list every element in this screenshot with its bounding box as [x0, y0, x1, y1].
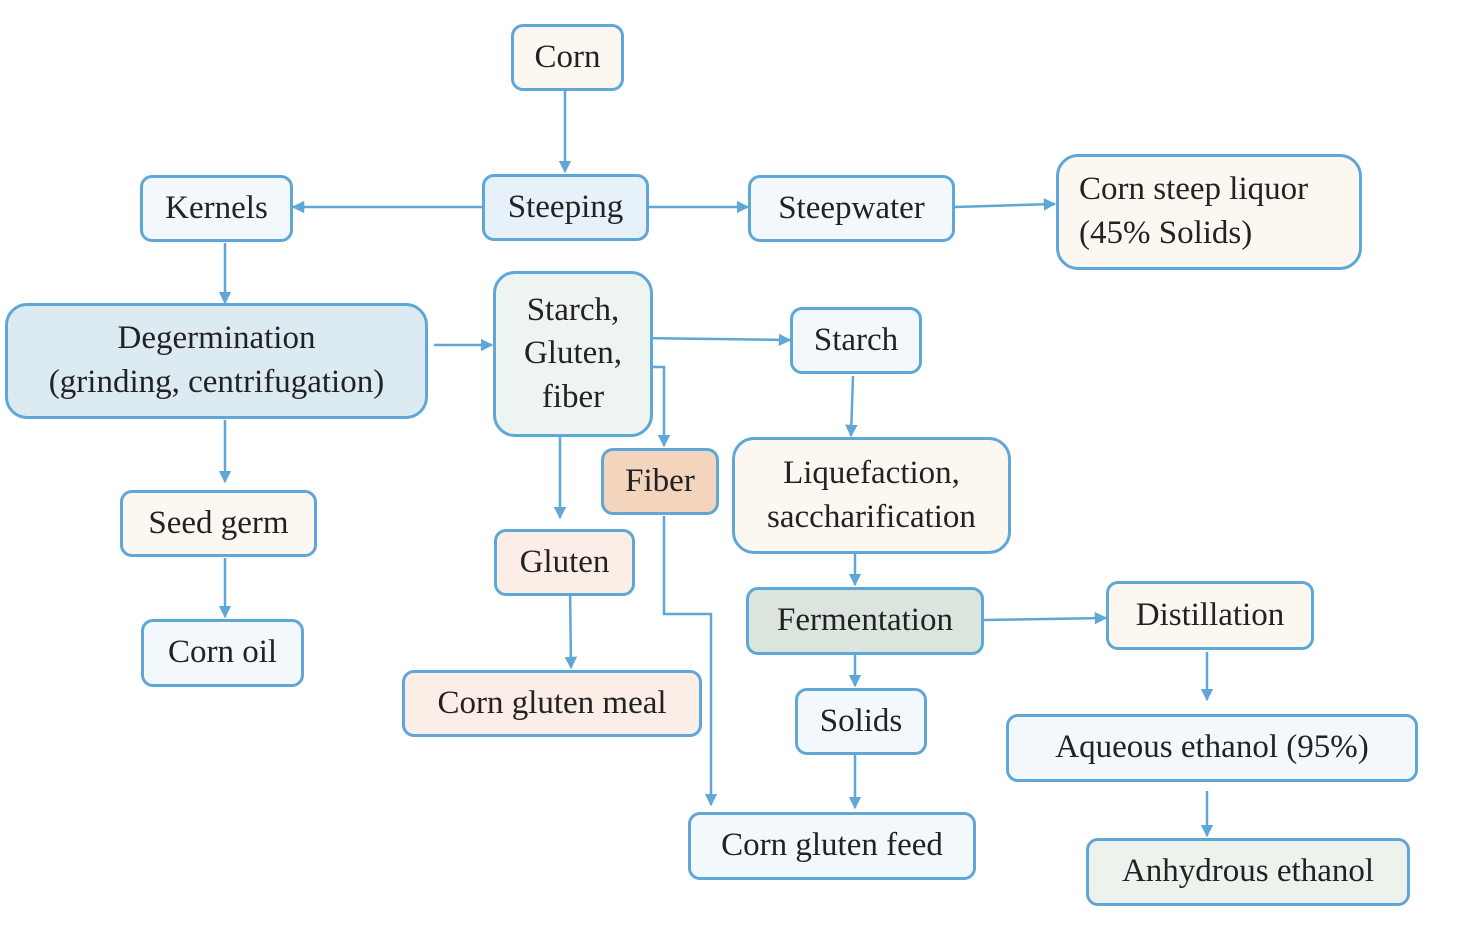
node-degermination: Degermination (grinding, centrifugation)	[5, 303, 428, 419]
node-kernels: Kernels	[140, 175, 293, 242]
node-fermentation: Fermentation	[746, 587, 984, 655]
node-starch-gluten-fiber: Starch, Gluten, fiber	[493, 271, 653, 437]
node-corn-gluten-meal: Corn gluten meal	[402, 670, 702, 737]
node-seed-germ: Seed germ	[120, 490, 317, 557]
arrow-starch-to-liquefaction	[851, 376, 853, 436]
node-aqueous-ethanol: Aqueous ethanol (95%)	[1006, 714, 1418, 782]
node-corn-gluten-feed: Corn gluten feed	[688, 812, 976, 880]
arrow-gluten-to-meal	[570, 584, 571, 668]
node-gluten: Gluten	[494, 529, 635, 596]
node-anhydrous-ethanol: Anhydrous ethanol	[1086, 838, 1410, 906]
arrow-steepwater-to-liquor	[955, 204, 1055, 207]
arrow-fiber-to-feed	[664, 516, 711, 805]
node-corn-steep-liquor: Corn steep liquor (45% Solids)	[1056, 154, 1362, 270]
node-distillation: Distillation	[1106, 581, 1314, 650]
node-corn: Corn	[511, 24, 624, 91]
arrow-mixture-to-starch	[636, 338, 790, 340]
node-liquefaction: Liquefaction, saccharification	[732, 437, 1011, 554]
node-steeping: Steeping	[482, 174, 649, 241]
node-fiber: Fiber	[601, 448, 719, 515]
node-corn-oil: Corn oil	[141, 619, 304, 687]
node-steepwater: Steepwater	[748, 175, 955, 242]
arrow-fermentation-to-distillation	[984, 618, 1106, 620]
node-starch: Starch	[790, 307, 922, 374]
node-solids: Solids	[795, 688, 927, 755]
